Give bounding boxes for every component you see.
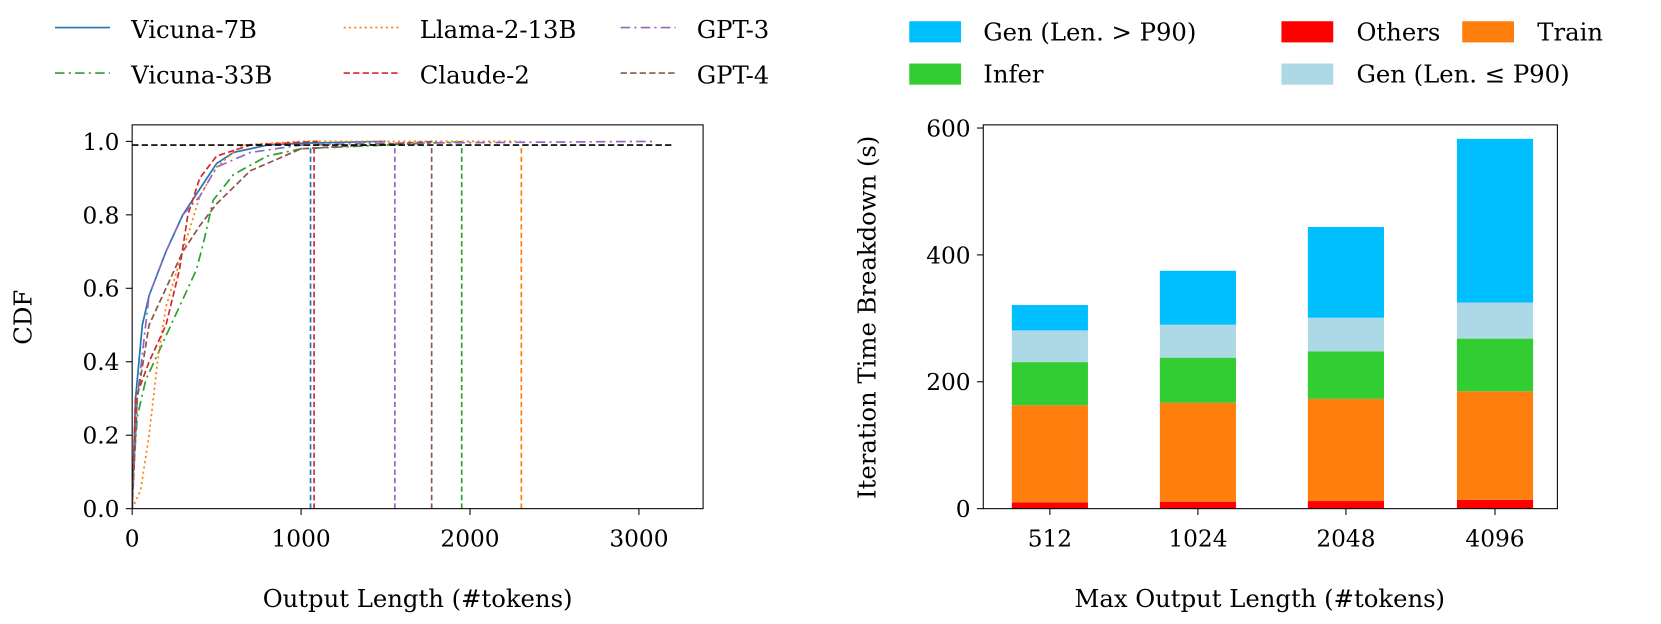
- legend-label: Claude-2: [420, 61, 530, 90]
- bar-4096-segment-2: [1456, 338, 1534, 392]
- bar-512-segment-3: [1011, 330, 1088, 363]
- x-tick-label: 2048: [1316, 526, 1375, 553]
- y-tick-label: 0.2: [82, 423, 119, 450]
- legend-swatch: [909, 63, 962, 85]
- x-tick-label: 3000: [609, 526, 668, 553]
- bar-4096-segment-0: [1456, 499, 1534, 509]
- legend-swatch: [1281, 63, 1334, 85]
- legend-item: [1281, 21, 1334, 43]
- y-axis-label: CDF: [9, 290, 38, 345]
- legend-item: [909, 21, 962, 43]
- legend-label: Gen (Len. ≤ P90): [1357, 60, 1570, 89]
- y-tick-label: 200: [926, 369, 970, 396]
- cdf-line-claude-2: [132, 140, 318, 509]
- axes-frame: [131, 124, 704, 510]
- bar-512-segment-1: [1011, 405, 1088, 503]
- bar-1024-segment-0: [1159, 501, 1236, 509]
- bar-4096-segment-3: [1456, 302, 1534, 339]
- legend-item: [1281, 63, 1334, 85]
- cdf-chart: [125, 124, 704, 515]
- x-tick-label: 4096: [1465, 526, 1524, 553]
- bar-2048-segment-0: [1307, 501, 1384, 509]
- legend-swatch: [1281, 21, 1334, 43]
- cdf-line-gpt-3: [132, 140, 656, 509]
- legend-label: Gen (Len. > P90): [983, 17, 1196, 46]
- y-tick-label: 0.0: [82, 496, 119, 523]
- legend-label: Infer: [983, 60, 1044, 89]
- legend-swatch: [909, 21, 962, 43]
- x-axis-label: Output Length (#tokens): [263, 584, 573, 613]
- bar-1024-segment-1: [1159, 402, 1236, 502]
- legend-item: [909, 63, 962, 85]
- legend-label: Train: [1537, 17, 1603, 46]
- y-tick-label: 0.6: [82, 276, 119, 303]
- x-tick-label: 1024: [1168, 526, 1227, 553]
- legend-label: Llama-2-13B: [420, 15, 577, 44]
- y-tick-label: 0.8: [82, 202, 119, 229]
- bar-4096-segment-1: [1456, 391, 1534, 500]
- bar-1024-segment-4: [1159, 270, 1236, 325]
- x-tick-label: 2000: [440, 526, 499, 553]
- legend-label: Vicuna-7B: [130, 15, 257, 44]
- cdf-line-vicuna-33b: [132, 140, 471, 491]
- axes-frame: [982, 124, 1558, 510]
- cdf-line-vicuna-7b: [132, 140, 386, 509]
- legend-label: GPT-3: [697, 15, 770, 44]
- bar-2048-segment-2: [1307, 351, 1384, 399]
- legend-swatch: [1462, 21, 1515, 43]
- bar-1024-segment-2: [1159, 357, 1236, 403]
- legend-label: Others: [1357, 17, 1441, 46]
- bar-4096-segment-4: [1456, 138, 1534, 303]
- cdf-line-gpt-4: [132, 140, 437, 509]
- y-tick-label: 600: [926, 115, 970, 142]
- x-tick-label: 1000: [271, 526, 330, 553]
- bar-2048-segment-1: [1307, 398, 1384, 502]
- y-tick-label: 0: [956, 496, 971, 523]
- y-axis-label: Iteration Time Breakdown (s): [852, 136, 881, 499]
- bar-2048-segment-3: [1307, 317, 1384, 352]
- x-tick-label: 0: [125, 526, 140, 553]
- bar-2048-segment-4: [1307, 226, 1384, 318]
- bar-512-segment-0: [1011, 502, 1088, 509]
- legend-label: Vicuna-33B: [130, 61, 272, 90]
- bar-512-segment-2: [1011, 362, 1088, 406]
- y-tick-label: 1.0: [82, 129, 119, 156]
- y-tick-label: 400: [926, 242, 970, 269]
- legend-item: [1462, 21, 1515, 43]
- bar-1024-segment-3: [1159, 324, 1236, 358]
- y-tick-label: 0.4: [82, 349, 119, 376]
- breakdown-chart: [976, 124, 1558, 515]
- legend-label: GPT-4: [697, 61, 770, 90]
- x-axis-label: Max Output Length (#tokens): [1074, 584, 1445, 613]
- x-tick-label: 512: [1028, 526, 1072, 553]
- bar-512-segment-4: [1011, 305, 1088, 331]
